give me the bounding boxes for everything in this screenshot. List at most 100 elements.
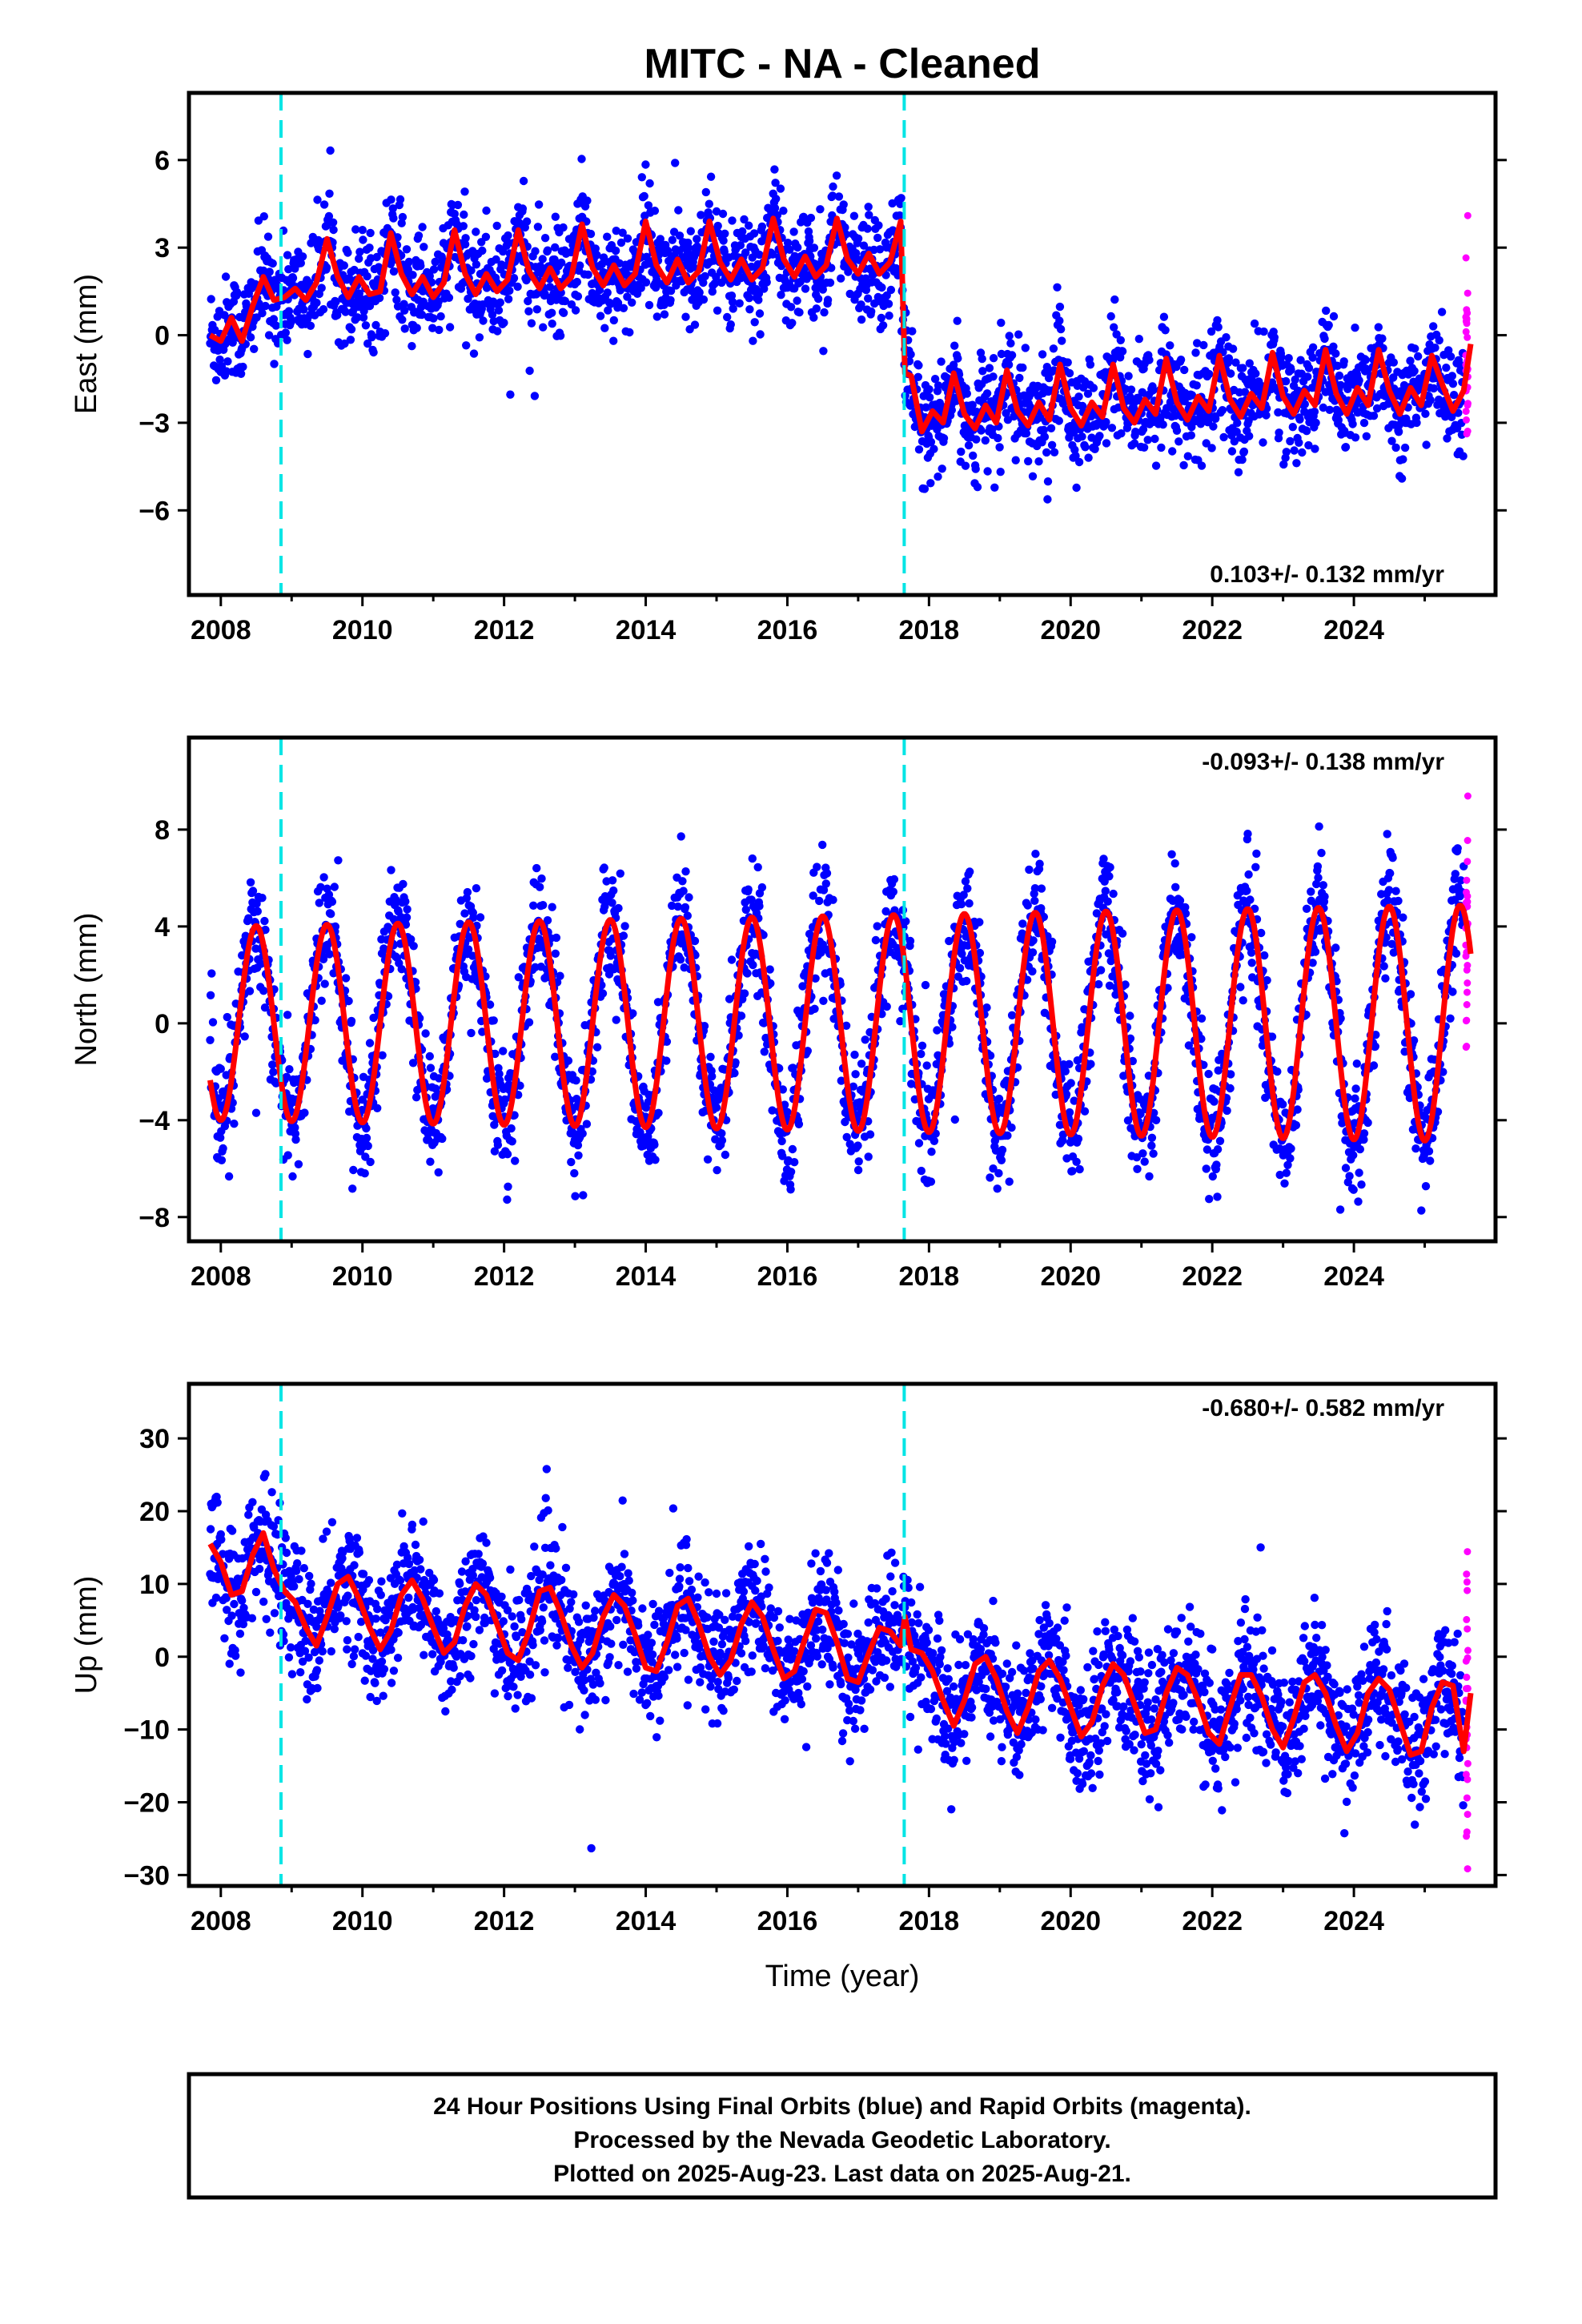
data-point — [506, 390, 515, 399]
data-point — [305, 279, 314, 287]
data-point — [628, 1009, 637, 1018]
data-point — [644, 201, 653, 210]
data-point — [1081, 443, 1090, 452]
data-point — [372, 252, 381, 262]
data-point — [288, 1172, 297, 1181]
data-point — [359, 307, 368, 316]
data-point — [930, 444, 938, 453]
data-point — [1311, 418, 1320, 428]
data-point — [725, 995, 734, 1003]
data-point — [745, 221, 753, 230]
data-point — [1213, 1145, 1223, 1154]
data-point — [828, 191, 837, 200]
data-point — [1406, 356, 1415, 365]
data-point — [1214, 1066, 1223, 1075]
data-point — [387, 195, 396, 204]
data-point — [619, 931, 628, 940]
data-point — [816, 205, 825, 214]
data-point — [1124, 372, 1133, 380]
data-point — [263, 232, 273, 241]
data-point — [349, 1165, 358, 1175]
data-point — [778, 1085, 787, 1094]
data-point — [1311, 444, 1319, 453]
data-point — [1202, 439, 1211, 448]
data-point — [857, 300, 865, 309]
data-point — [211, 376, 221, 384]
data-point — [438, 1134, 447, 1144]
data-point — [1040, 432, 1050, 441]
data-point — [576, 261, 584, 270]
data-point — [994, 433, 1002, 443]
data-point — [745, 305, 754, 314]
data-point — [1025, 865, 1034, 875]
data-point — [504, 231, 512, 240]
data-point — [207, 969, 216, 978]
data-point — [1389, 358, 1399, 367]
data-point — [983, 467, 992, 476]
data-point — [684, 243, 693, 252]
data-point — [1140, 1157, 1149, 1166]
data-point — [1049, 344, 1058, 353]
data-point — [859, 241, 869, 250]
data-point — [1282, 376, 1291, 386]
data-point — [1300, 400, 1310, 408]
data-point — [1139, 443, 1149, 452]
data-point — [426, 1063, 436, 1072]
rapid-point — [1464, 211, 1472, 219]
data-point — [551, 243, 560, 252]
data-point — [948, 1023, 957, 1031]
data-point — [741, 905, 750, 915]
data-point — [811, 974, 820, 983]
data-point — [417, 310, 427, 320]
data-point — [324, 211, 334, 221]
data-point — [1143, 436, 1152, 444]
data-point — [1274, 408, 1283, 417]
data-point — [703, 1155, 713, 1164]
data-point — [283, 1011, 292, 1019]
data-point — [921, 403, 930, 412]
data-point — [1078, 401, 1087, 411]
data-point — [556, 971, 564, 980]
data-point — [1400, 443, 1410, 452]
data-point — [604, 306, 612, 315]
data-point — [690, 320, 700, 329]
data-point — [955, 963, 965, 973]
data-point — [347, 325, 356, 334]
data-point — [730, 1068, 739, 1078]
data-point — [365, 1039, 375, 1047]
data-point — [404, 257, 414, 267]
data-point — [500, 318, 508, 328]
data-point — [543, 246, 552, 255]
data-point — [761, 1033, 770, 1043]
data-point — [978, 354, 986, 364]
data-point — [1131, 428, 1140, 436]
data-point — [1222, 333, 1231, 342]
data-point — [344, 996, 353, 1006]
data-point — [623, 234, 632, 243]
data-point — [536, 883, 544, 891]
data-point — [822, 869, 832, 878]
data-point — [731, 1058, 740, 1067]
data-point — [1447, 372, 1457, 380]
data-point — [476, 913, 485, 922]
data-point — [365, 243, 374, 252]
rapid-point — [1463, 430, 1471, 438]
data-point — [371, 320, 380, 330]
data-point — [711, 1135, 720, 1144]
x-tick-label: 2024 — [1323, 615, 1384, 645]
data-point — [642, 252, 651, 261]
data-point — [1184, 1041, 1194, 1050]
data-point — [322, 263, 331, 272]
data-point — [908, 327, 917, 336]
data-point — [749, 960, 757, 970]
data-point — [325, 950, 334, 959]
data-point — [728, 216, 737, 225]
data-point — [445, 323, 455, 332]
data-point — [524, 1018, 534, 1027]
data-point — [1070, 428, 1078, 437]
data-point — [687, 287, 697, 296]
data-point — [539, 323, 548, 332]
data-point — [347, 1016, 356, 1026]
data-point — [1063, 358, 1072, 367]
data-point — [950, 1115, 960, 1124]
